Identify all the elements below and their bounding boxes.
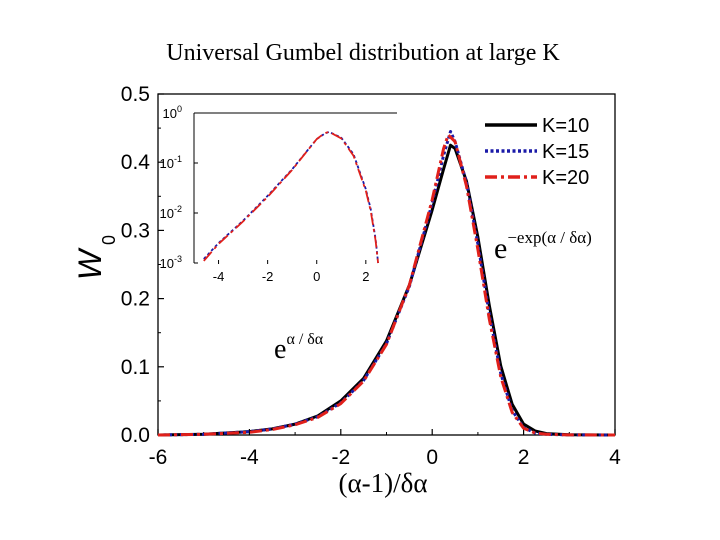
x-tick-label: -2 [331, 446, 350, 469]
left-tail-formula: eα / δα [274, 331, 324, 365]
inset-y-tick-label: 10-2 [160, 204, 182, 221]
inset: -4 -2 0 2 100 10-1 10-2 10-3 [160, 104, 397, 284]
x-axis-label: (α-1)/δα [339, 468, 428, 498]
left-tail-formula-base: e [274, 334, 286, 365]
legend-label: K=10 [542, 115, 589, 137]
chart-title: Universal Gumbel distribution at large K [166, 40, 560, 66]
x-tick-label: 4 [609, 446, 621, 469]
x-tick-label: -6 [149, 446, 168, 469]
gumbel-formula-exponent: −exp(α / δα) [507, 228, 592, 247]
y-tick-label: 0.1 [121, 356, 150, 379]
y-axis-label-main: W [72, 247, 108, 280]
inset-x-tick-label: -4 [213, 269, 225, 284]
inset-series-line-k-15 [203, 130, 379, 264]
inset-y-tick-label: 10-3 [160, 254, 182, 271]
x-tick-label: 0 [426, 446, 438, 469]
inset-series-group [203, 130, 379, 264]
inset-x-tick-label: -2 [262, 269, 274, 284]
inset-axis-ticks: -4 -2 0 2 100 10-1 10-2 10-3 [160, 104, 370, 284]
main-series-group [157, 130, 616, 437]
inset-series-line-k-20 [203, 130, 379, 264]
legend-label: K=20 [542, 167, 589, 189]
y-tick-label: 0.0 [121, 424, 150, 447]
gumbel-formula-base: e [494, 232, 507, 265]
inset-y-tick-label: 10-1 [160, 154, 182, 171]
y-tick-label: 0.4 [121, 151, 151, 174]
series-line-k-20 [157, 133, 616, 437]
x-tick-label: -4 [240, 446, 259, 469]
x-tick-label: 2 [518, 446, 530, 469]
main-axis-ticks: -6 -4 -2 0 2 4 0.0 0.1 0.2 0.3 0.4 0.5 [121, 83, 621, 469]
y-tick-label: 0.5 [121, 83, 150, 106]
y-tick-label: 0.2 [121, 288, 150, 311]
y-tick-label: 0.3 [121, 219, 150, 242]
inset-x-tick-label: 2 [362, 269, 369, 284]
legend-label: K=15 [542, 141, 589, 163]
gumbel-formula: e−exp(α / δα) [494, 228, 592, 265]
inset-y-tick-label: 100 [163, 104, 182, 121]
y-axis-label: W 0 [72, 235, 119, 280]
legend: K=10 K=15 K=20 [485, 115, 589, 189]
y-axis-label-sub: 0 [99, 235, 119, 245]
inset-x-tick-label: 0 [313, 269, 320, 284]
left-tail-formula-exponent: α / δα [286, 331, 323, 348]
